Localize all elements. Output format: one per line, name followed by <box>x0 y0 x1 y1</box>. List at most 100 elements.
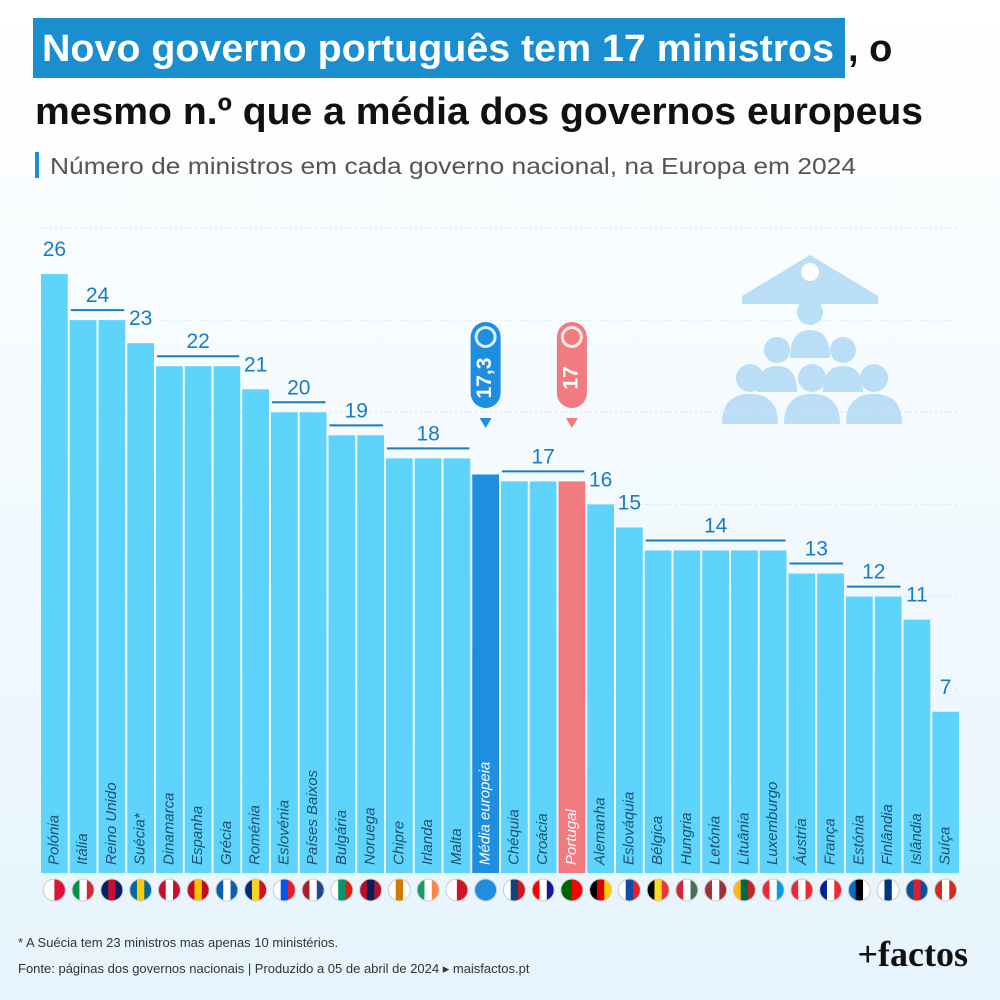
bar <box>817 573 844 873</box>
category-label: Chéquia <box>505 809 522 865</box>
pin-label: 17,3 <box>473 358 496 399</box>
bar <box>443 458 471 873</box>
value-label: 16 <box>589 468 612 491</box>
flag-stripe <box>719 879 727 901</box>
category-label: Luxemburgo <box>764 782 781 865</box>
flag <box>876 878 900 902</box>
category-label: Estónia <box>850 815 867 865</box>
flag-stripe <box>891 879 900 901</box>
flag <box>502 878 526 902</box>
subtitle-bar <box>35 152 39 178</box>
flag-stripe <box>431 879 440 901</box>
flag <box>732 878 756 902</box>
flag-border <box>589 878 613 902</box>
flag-border <box>704 878 728 902</box>
value-label: 26 <box>43 238 66 261</box>
flag-border <box>502 878 526 902</box>
category-label: Grécia <box>218 821 235 865</box>
flag <box>589 878 613 902</box>
category-label: Países Baixos <box>304 769 321 865</box>
category-label: Croácia <box>534 813 551 865</box>
bar <box>788 573 816 873</box>
flag-border <box>761 878 785 902</box>
flag-stripe <box>280 879 289 901</box>
value-label: 19 <box>345 399 368 422</box>
category-label: Malta <box>448 828 465 865</box>
bar <box>731 550 758 873</box>
subtitle: Número de ministros em cada governo naci… <box>50 153 856 179</box>
flag <box>761 878 785 902</box>
flag-stripe <box>259 879 267 901</box>
bar <box>357 435 384 873</box>
flag <box>272 878 296 902</box>
flag-stripe <box>661 879 670 901</box>
bar <box>587 504 614 873</box>
bar <box>759 550 787 873</box>
flag-stripe <box>589 879 598 901</box>
flag-stripe <box>201 879 210 901</box>
flag <box>42 878 66 902</box>
flag-stripe <box>690 879 698 901</box>
value-label: 11 <box>906 584 928 607</box>
flag-stripe <box>309 879 318 901</box>
category-label: Eslováquia <box>620 792 637 865</box>
flag <box>790 878 814 902</box>
category-label: Lituânia <box>735 812 752 865</box>
flag-stripe <box>704 879 713 901</box>
flag-border <box>416 878 440 902</box>
pin-arrow <box>565 418 578 428</box>
flag <box>359 878 383 902</box>
flag-border <box>42 878 66 902</box>
flag-stripe <box>194 879 203 901</box>
category-label: França <box>822 818 839 865</box>
flag-border <box>876 878 900 902</box>
bar <box>328 435 356 873</box>
flag <box>100 878 124 902</box>
flag-stripe <box>654 879 663 901</box>
flag-stripe <box>374 879 382 901</box>
flag-stripe <box>474 879 487 901</box>
flag-border <box>387 878 411 902</box>
value-label: 20 <box>287 376 310 399</box>
flag-stripe <box>215 879 224 901</box>
title-rest: , o <box>848 28 892 70</box>
value-label: 23 <box>129 307 152 330</box>
flag-stripe <box>338 879 347 901</box>
flag <box>416 878 440 902</box>
flag-stripe <box>848 879 857 901</box>
category-label: Hungria <box>678 812 695 865</box>
flag-stripe <box>244 879 253 901</box>
flag-stripe <box>485 879 497 901</box>
flag-stripe <box>100 879 109 901</box>
bar <box>644 550 672 873</box>
flag-stripe <box>173 879 181 901</box>
government-icon <box>722 255 902 424</box>
value-label: 14 <box>704 515 728 538</box>
flag <box>186 878 210 902</box>
category-label: Irlanda <box>419 819 436 865</box>
flag <box>646 878 670 902</box>
bar <box>414 458 442 873</box>
flag-border <box>157 878 181 902</box>
flag-border <box>445 878 469 902</box>
flag <box>215 878 239 902</box>
flag-stripe <box>223 879 232 901</box>
flag-border <box>646 878 670 902</box>
flag-stripe <box>79 879 88 901</box>
category-label: Chipre <box>390 821 407 865</box>
flag-stripe <box>913 879 922 901</box>
category-label: Reino Unido <box>103 782 120 865</box>
flag <box>474 878 498 902</box>
flag-stripe <box>618 879 627 901</box>
flag-border <box>847 878 871 902</box>
flag <box>531 878 555 902</box>
flag-stripe <box>86 879 95 901</box>
flag-border <box>129 878 153 902</box>
flag-stripe <box>604 879 612 901</box>
category-label: Bélgica <box>649 816 666 865</box>
bar <box>127 343 154 873</box>
flag-stripe <box>288 879 296 901</box>
flag <box>905 878 929 902</box>
flag <box>244 878 268 902</box>
flag-border <box>790 878 814 902</box>
